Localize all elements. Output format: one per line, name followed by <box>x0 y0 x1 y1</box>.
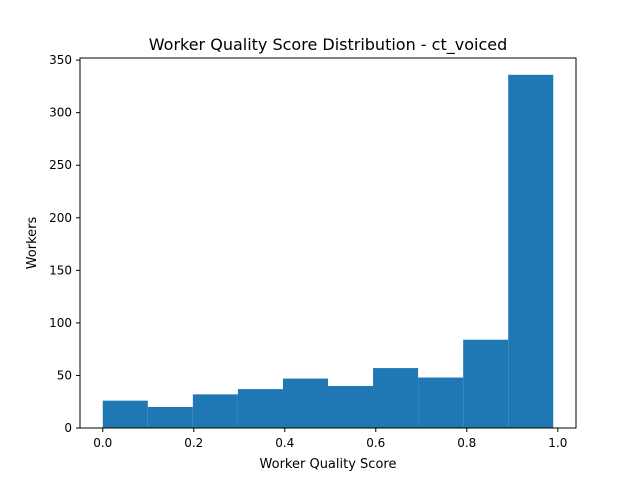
plot-frame <box>79 57 577 429</box>
y-tick-label-0: 0 <box>64 421 72 435</box>
histogram-bar-8 <box>463 339 509 428</box>
x-tick-label-2: 0.4 <box>275 436 294 450</box>
y-tick-label-5: 250 <box>49 158 72 172</box>
bars-group <box>102 74 554 429</box>
histogram-bar-2 <box>192 394 238 428</box>
y-tick-label-6: 300 <box>49 106 72 120</box>
y-tick-label-1: 50 <box>57 368 72 382</box>
histogram-bar-7 <box>418 377 464 428</box>
x-tick-label-3: 0.6 <box>366 436 385 450</box>
x-axis-ticks: 0.0 0.2 0.4 0.6 0.8 1.0 <box>93 428 567 450</box>
histogram-bar-4 <box>282 378 328 428</box>
histogram-bar-6 <box>373 368 419 428</box>
x-tick-label-1: 0.2 <box>184 436 203 450</box>
y-axis-ticks: 0 50 100 150 200 250 300 350 <box>49 53 80 435</box>
chart-title: Worker Quality Score Distribution - ct_v… <box>149 35 507 55</box>
x-tick-label-4: 0.8 <box>457 436 476 450</box>
histogram-bar-1 <box>147 406 193 428</box>
histogram-bar-5 <box>328 385 374 428</box>
y-axis-label: Workers <box>25 216 40 269</box>
histogram-bar-3 <box>237 389 283 428</box>
y-tick-label-3: 150 <box>49 263 72 277</box>
x-axis-label: Worker Quality Score <box>260 457 397 472</box>
x-tick-label-0: 0.0 <box>93 436 112 450</box>
histogram-bar-0 <box>102 400 148 428</box>
x-tick-label-5: 1.0 <box>548 436 567 450</box>
histogram-bar-9 <box>508 74 554 429</box>
y-tick-label-4: 200 <box>49 211 72 225</box>
y-tick-label-7: 350 <box>49 53 72 67</box>
y-tick-label-2: 100 <box>49 316 72 330</box>
